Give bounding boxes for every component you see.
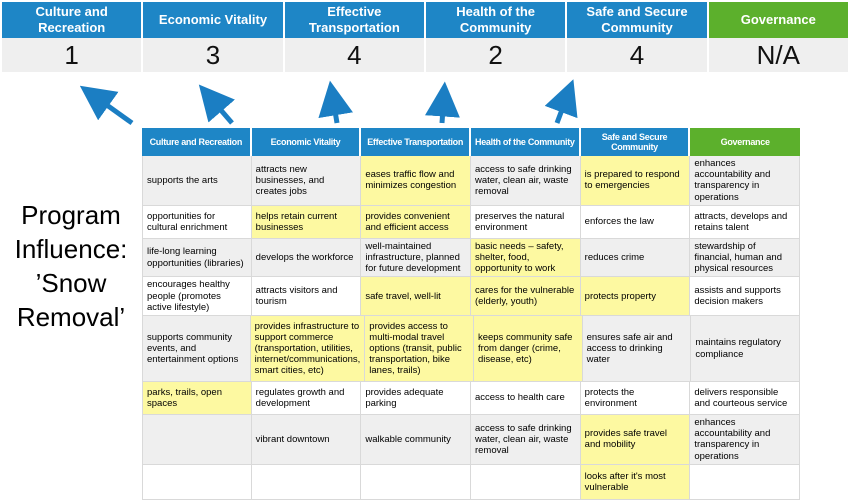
matrix-cell-supports-the-arts: supports the arts [142, 156, 252, 206]
matrix-row-8: looks after it's most vulnerable [142, 464, 800, 500]
matrix-cell-walkable-community: walkable community [361, 415, 471, 465]
matrix-cell-enhances-accountability-and-transparency: enhances accountability and transparency… [690, 156, 800, 206]
matrix-cell-supports-community-events-and-entertainm: supports community events, and entertain… [142, 316, 251, 383]
matrix-cell-protects-the-environment: protects the environment [580, 382, 691, 416]
matrix-cell-empty [690, 464, 800, 500]
matrix-cell-attracts-visitors-and-tourism: attracts visitors and tourism [251, 277, 362, 317]
priority-score-governance: N/A [708, 38, 848, 72]
matrix-header-governance: Governance [690, 128, 800, 156]
matrix-cell-access-to-health-care: access to health care [470, 382, 581, 416]
priority-header-culture-and-recreation: Culture and Recreation [2, 2, 142, 38]
matrix-cell-enforces-the-law: enforces the law [580, 205, 691, 239]
priority-header-safe-and-secure-community: Safe and Secure Community [567, 2, 707, 38]
matrix-row-7: vibrant downtown walkable community access… [142, 415, 800, 465]
matrix-cell-basic-needs-safety-shelter-food-opportun: basic needs – safety, shelter, food, opp… [470, 238, 581, 278]
matrix-row-2: opportunities for cultural enrichment hel… [142, 205, 800, 239]
matrix-header-safe-and-secure-community: Safe and Secure Community [580, 128, 691, 156]
matrix-cell-keeps-community-safe-from-danger-crime-d: keeps community safe from danger (crime,… [473, 316, 583, 383]
matrix-cell-opportunities-for-cultural-enrichment: opportunities for cultural enrichment [142, 205, 252, 239]
up-arrow-economic [198, 84, 235, 125]
matrix-cell-provides-infrastructure-to-support-comme: provides infrastructure to support comme… [250, 316, 366, 383]
matrix-cell-regulates-growth-and-development: regulates growth and development [251, 382, 362, 416]
matrix-header-effective-transportation: Effective Transportation [361, 128, 471, 156]
matrix-header-economic-vitality: Economic Vitality [251, 128, 362, 156]
matrix-cell-empty [142, 415, 252, 465]
matrix-cell-access-to-safe-drinking-water-clean-air-: access to safe drinking water, clean air… [470, 156, 581, 206]
up-arrow-culture [79, 85, 134, 126]
matrix-row-6: parks, trails, open spaces regulates grow… [142, 382, 800, 416]
priority-header-effective-transportation: Effective Transportation [284, 2, 424, 38]
matrix-cell-cares-for-the-vulnerable-elderly-youth: cares for the vulnerable (elderly, youth… [470, 277, 581, 317]
matrix-cell-empty [251, 464, 362, 500]
priority-header-governance: Governance [708, 2, 848, 38]
matrix-header-row: Culture and Recreation Economic Vitality E… [142, 128, 800, 156]
matrix-row-3: life-long learning opportunities (librar… [142, 238, 800, 278]
matrix-cell-assists-and-supports-decision-makers: assists and supports decision makers [690, 277, 800, 317]
matrix-cell-vibrant-downtown: vibrant downtown [251, 415, 362, 465]
matrix-cell-life-long-learning-opportunities-librari: life-long learning opportunities (librar… [142, 238, 252, 278]
program-influence-line: Influence: [14, 234, 128, 264]
matrix-cell-preserves-the-natural-environment: preserves the natural environment [470, 205, 581, 239]
matrix-cell-provides-access-to-multi-modal-travel-op: provides access to multi-modal travel op… [365, 316, 474, 383]
matrix-cell-empty [142, 464, 252, 500]
program-influence-line: Removal’ [16, 302, 126, 332]
matrix-cell-enhances-accountability-and-transparency: enhances accountability and transparency… [690, 415, 800, 465]
matrix-cell-protects-property: protects property [580, 277, 691, 317]
up-arrow-safe [544, 79, 578, 124]
priority-score-safe-and-secure-community: 4 [567, 38, 707, 72]
matrix-cell-is-prepared-to-respond-to-emergencies: is prepared to respond to emergencies [580, 156, 691, 206]
program-influence-label: Program Influence: ’Snow Removal’ [0, 198, 142, 334]
matrix-cell-helps-retain-current-businesses: helps retain current businesses [251, 205, 362, 239]
matrix-cell-provides-adequate-parking: provides adequate parking [361, 382, 471, 416]
up-arrow-transportation [318, 80, 353, 124]
matrix-cell-safe-travel-well-lit: safe travel, well-lit [361, 277, 471, 317]
matrix-cell-provides-convenient-and-efficient-access: provides convenient and efficient access [361, 205, 471, 239]
priority-score-health-of-the-community: 2 [425, 38, 566, 72]
priority-score-effective-transportation: 4 [284, 38, 424, 72]
matrix-cell-eases-traffic-flow-and-minimizes-congest: eases traffic flow and minimizes congest… [361, 156, 471, 206]
matrix-header-health-of-the-community: Health of the Community [470, 128, 581, 156]
matrix-cell-ensures-safe-air-and-access-to-drinking-: ensures safe air and access to drinking … [582, 316, 692, 383]
priority-score-culture-and-recreation: 1 [2, 38, 142, 72]
matrix-cell-develops-the-workforce: develops the workforce [251, 238, 362, 278]
matrix-header-culture-and-recreation: Culture and Recreation [142, 128, 252, 156]
matrix-cell-parks-trails-open-spaces: parks, trails, open spaces [142, 382, 252, 416]
matrix-cell-provides-safe-travel-and-mobility: provides safe travel and mobility [580, 415, 691, 465]
priority-score-economic-vitality: 3 [143, 38, 283, 72]
matrix-cell-stewardship-of-financial-human-and-physi: stewardship of financial, human and phys… [690, 238, 800, 278]
program-influence-line: Program [21, 200, 121, 230]
priorities-matrix: Culture and Recreation Economic Vitality E… [142, 128, 800, 500]
matrix-cell-access-to-safe-drinking-water-clean-air-: access to safe drinking water, clean air… [470, 415, 581, 465]
matrix-cell-maintains-regulatory-compliance: maintains regulatory compliance [691, 316, 800, 383]
matrix-row-4: encourages healthy people (promotes acti… [142, 277, 800, 317]
matrix-cell-looks-after-it-s-most-vulnerable: looks after it's most vulnerable [580, 464, 691, 500]
matrix-cell-attracts-develops-and-retains-talent: attracts, develops and retains talent [690, 205, 800, 239]
priority-header-economic-vitality: Economic Vitality [143, 2, 283, 38]
priority-header-health-of-the-community: Health of the Community [425, 2, 566, 38]
up-arrow-health [424, 81, 460, 124]
matrix-row-1: supports the arts attracts new businesses… [142, 156, 800, 206]
matrix-row-5: supports community events, and entertain… [142, 316, 800, 383]
arrows-overlay [79, 79, 578, 126]
matrix-cell-empty [470, 464, 581, 500]
matrix-cell-encourages-healthy-people-promotes-activ: encourages healthy people (promotes acti… [142, 277, 252, 317]
matrix-cell-reduces-crime: reduces crime [580, 238, 691, 278]
matrix-cell-attracts-new-businesses-and-creates-jobs: attracts new businesses, and creates job… [251, 156, 362, 206]
priority-band: Culture and Recreation Economic Vitality E… [2, 2, 848, 72]
program-influence-line: ’Snow [35, 268, 107, 298]
matrix-cell-delivers-responsible-and-courteous-servi: delivers responsible and courteous servi… [690, 382, 800, 416]
matrix-cell-empty [361, 464, 471, 500]
matrix-cell-well-maintained-infrastructure-planned-f: well-maintained infrastructure, planned … [361, 238, 471, 278]
